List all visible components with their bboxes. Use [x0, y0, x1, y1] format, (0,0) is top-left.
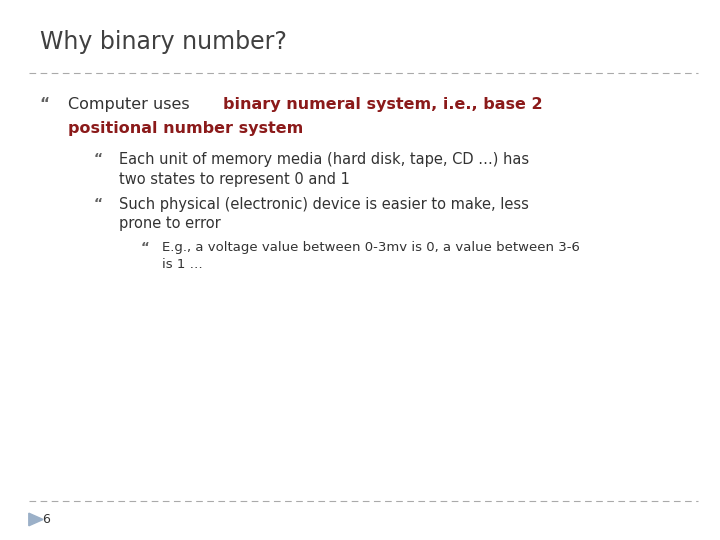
Text: binary numeral system, i.e., base 2: binary numeral system, i.e., base 2: [223, 97, 543, 112]
Text: “: “: [94, 152, 103, 166]
Polygon shape: [29, 513, 43, 526]
Text: Each unit of memory media (hard disk, tape, CD …) has: Each unit of memory media (hard disk, ta…: [119, 152, 529, 167]
Text: Computer uses: Computer uses: [68, 97, 195, 112]
Text: E.g., a voltage value between 0-3mv is 0, a value between 3-6: E.g., a voltage value between 0-3mv is 0…: [162, 241, 580, 254]
Text: “: “: [40, 97, 50, 112]
Text: is 1 …: is 1 …: [162, 258, 203, 271]
Text: positional number system: positional number system: [68, 122, 304, 137]
Text: Such physical (electronic) device is easier to make, less: Such physical (electronic) device is eas…: [119, 197, 528, 212]
Text: prone to error: prone to error: [119, 216, 220, 231]
Text: “: “: [140, 241, 149, 254]
Text: two states to represent 0 and 1: two states to represent 0 and 1: [119, 172, 350, 187]
Text: Why binary number?: Why binary number?: [40, 30, 287, 53]
Text: “: “: [94, 197, 103, 211]
Text: 6: 6: [42, 513, 50, 526]
